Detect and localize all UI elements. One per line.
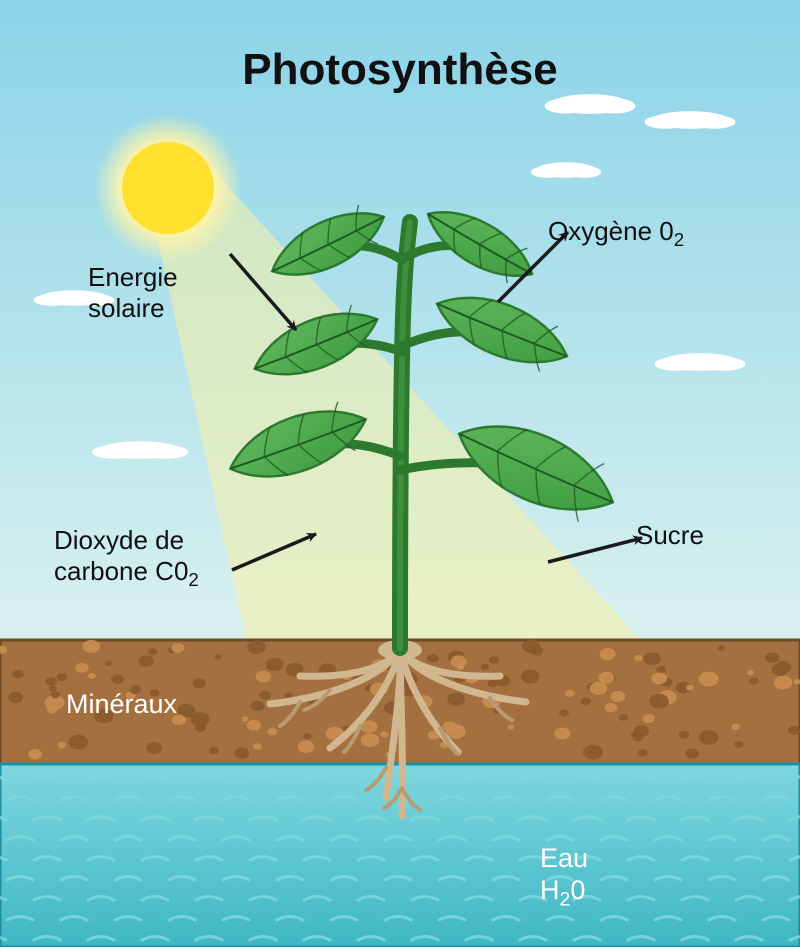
label-energie-solaire: Energiesolaire <box>88 262 178 324</box>
label-co2: Dioxyde decarbone C02 <box>54 525 199 592</box>
scene-svg <box>0 0 800 947</box>
label-oxygene: Oxygène 02 <box>548 216 684 252</box>
label-mineraux: Minéraux <box>66 688 177 720</box>
diagram-title: Photosynthèse <box>0 45 800 95</box>
label-eau: EauH20 <box>540 842 588 912</box>
sun-icon <box>122 142 214 234</box>
label-sucre: Sucre <box>636 520 704 551</box>
diagram-stage: Photosynthèse Energiesolaire Dioxyde dec… <box>0 0 800 947</box>
